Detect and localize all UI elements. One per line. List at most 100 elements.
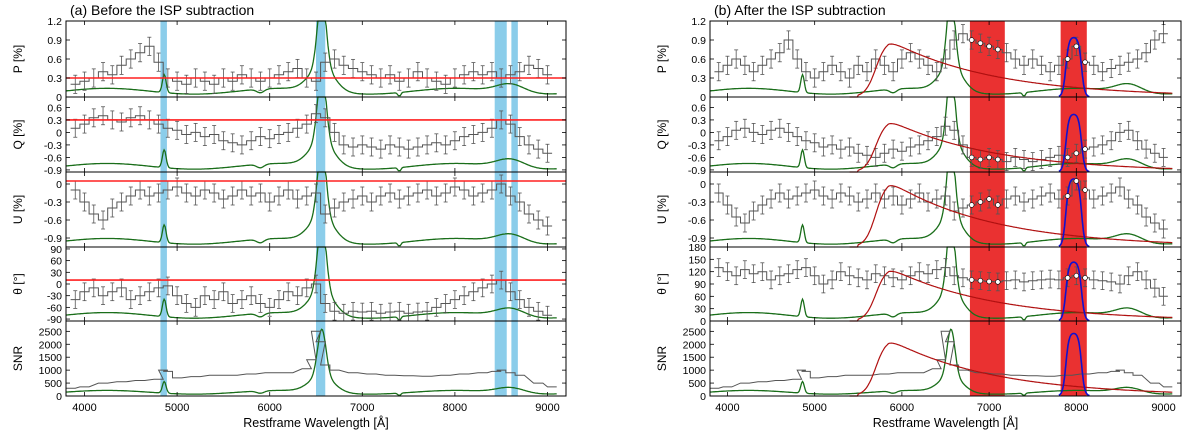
data-step-line	[70, 45, 553, 85]
data-marker	[977, 156, 984, 163]
data-marker	[995, 156, 1001, 163]
y-tick-label: -0.9	[44, 233, 62, 245]
panel-frame	[65, 320, 567, 397]
panel-1: -0.9-0.6-0.300.30.6 Q [%]	[11, 96, 567, 177]
y-tick-label: 0.6	[47, 102, 62, 114]
blue-model-curve	[1058, 332, 1090, 397]
x-tick-label: 9000	[1151, 402, 1175, 414]
y-tick-label: 0.3	[47, 115, 62, 127]
y-tick-label: -0.9	[688, 233, 706, 245]
data-step-line	[70, 183, 553, 227]
y-tick-label: -0.3	[44, 140, 62, 152]
spectrum-line	[65, 171, 557, 247]
panel-frame	[709, 246, 1182, 322]
data-marker	[1064, 193, 1071, 199]
spectrum-line	[709, 328, 1173, 396]
x-tick-label: 9000	[535, 402, 559, 414]
panel-2: -0.9 -0.6 -0.3 0 U [%]	[655, 171, 1182, 248]
x-axis-label: Restframe Wavelength [Å]	[873, 415, 1018, 430]
data-step-line	[714, 267, 1168, 297]
blue-model-curve	[1058, 36, 1090, 98]
y-axis-label: Q [%]	[11, 119, 25, 149]
red-model-curve	[849, 123, 1173, 173]
x-tick-label: 4000	[715, 402, 739, 414]
y-tick-label: -0.9	[44, 165, 62, 177]
y-axis-label: P [%]	[11, 45, 25, 73]
data-marker	[1073, 273, 1080, 279]
data-marker	[995, 202, 1001, 208]
y-tick-label: -0.3	[688, 140, 706, 152]
chart-title: (a) Before the ISP subtraction	[70, 2, 254, 18]
x-tick-label: 6000	[257, 402, 281, 414]
y-tick-label: 0.6	[691, 102, 706, 114]
y-tick-label: 0	[700, 316, 706, 328]
y-tick-label: 60	[50, 256, 62, 268]
y-tick-label: 2500	[39, 326, 63, 338]
y-tick-label: 180	[688, 242, 706, 254]
panel-1: -0.9-0.6-0.300.30.6 Q [%]	[655, 96, 1182, 177]
y-tick-label: 2500	[683, 326, 707, 338]
y-tick-label: 0	[56, 179, 62, 191]
x-tick-label: 8000	[1064, 402, 1088, 414]
shaded-band	[511, 21, 518, 396]
y-tick-label: 0	[700, 391, 706, 403]
y-tick-label: -0.3	[688, 197, 706, 209]
y-axis-label: θ [°]	[655, 273, 669, 294]
y-tick-label: -60	[47, 302, 62, 314]
data-marker	[1073, 43, 1080, 50]
x-tick-label: 7000	[350, 402, 374, 414]
y-tick-label: 120	[688, 267, 706, 279]
x-tick-label: 6000	[890, 402, 914, 414]
data-marker	[1073, 178, 1080, 184]
y-tick-label: 150	[688, 254, 706, 266]
y-tick-label: 1000	[683, 365, 707, 377]
y-tick-label: 1500	[683, 352, 707, 364]
data-marker	[986, 278, 992, 285]
data-marker	[977, 40, 984, 46]
y-tick-label: -0.6	[688, 215, 706, 227]
y-tick-label: -0.6	[44, 152, 62, 164]
shaded-band	[160, 21, 167, 396]
y-tick-label: 2000	[39, 339, 63, 351]
y-axis-label: P [%]	[655, 45, 669, 73]
y-axis-label: θ [°]	[11, 273, 25, 294]
panel-0: 0 0.3 0.6 0.9 1.2 P [%]	[11, 16, 567, 104]
spectrum-line	[65, 20, 557, 97]
y-tick-label: 0	[700, 127, 706, 139]
data-step-line	[714, 33, 1168, 79]
y-axis-label: Q [%]	[655, 119, 669, 149]
y-tick-label: -0.6	[44, 215, 62, 227]
y-tick-label: 0	[700, 179, 706, 191]
data-step-line	[66, 330, 557, 389]
data-step-line	[714, 125, 1168, 163]
spectrum-line	[65, 328, 557, 396]
y-tick-label: 0.9	[47, 35, 62, 47]
y-tick-label: 90	[50, 244, 62, 256]
data-marker	[986, 43, 992, 50]
panel-2: -0.9 -0.6 -0.3 0 U [%]	[11, 171, 567, 248]
y-tick-label: 30	[694, 304, 706, 316]
spectrum-line	[65, 96, 557, 172]
y-tick-label: 60	[694, 291, 706, 303]
x-axis-label: Restframe Wavelength [Å]	[243, 415, 388, 430]
y-tick-label: 1.2	[691, 16, 706, 28]
spectrum-line	[709, 246, 1173, 321]
panel-frame	[709, 171, 1182, 248]
x-tick-label: 4000	[72, 402, 96, 414]
y-axis-label: SNR	[11, 346, 25, 372]
panel-frame	[709, 320, 1182, 397]
chart-title: (b) After the ISP subtraction	[714, 2, 886, 18]
data-marker	[977, 199, 984, 205]
y-tick-label: 0.3	[691, 73, 706, 85]
y-tick-label: 500	[44, 378, 62, 390]
data-marker	[1064, 56, 1071, 62]
y-tick-label: 1500	[39, 352, 63, 364]
data-marker	[1064, 154, 1071, 161]
data-marker	[1082, 275, 1088, 281]
y-tick-label: 0	[56, 92, 62, 104]
y-tick-label: 0	[56, 279, 62, 291]
data-marker	[995, 46, 1001, 53]
y-tick-label: 0.3	[691, 115, 706, 127]
